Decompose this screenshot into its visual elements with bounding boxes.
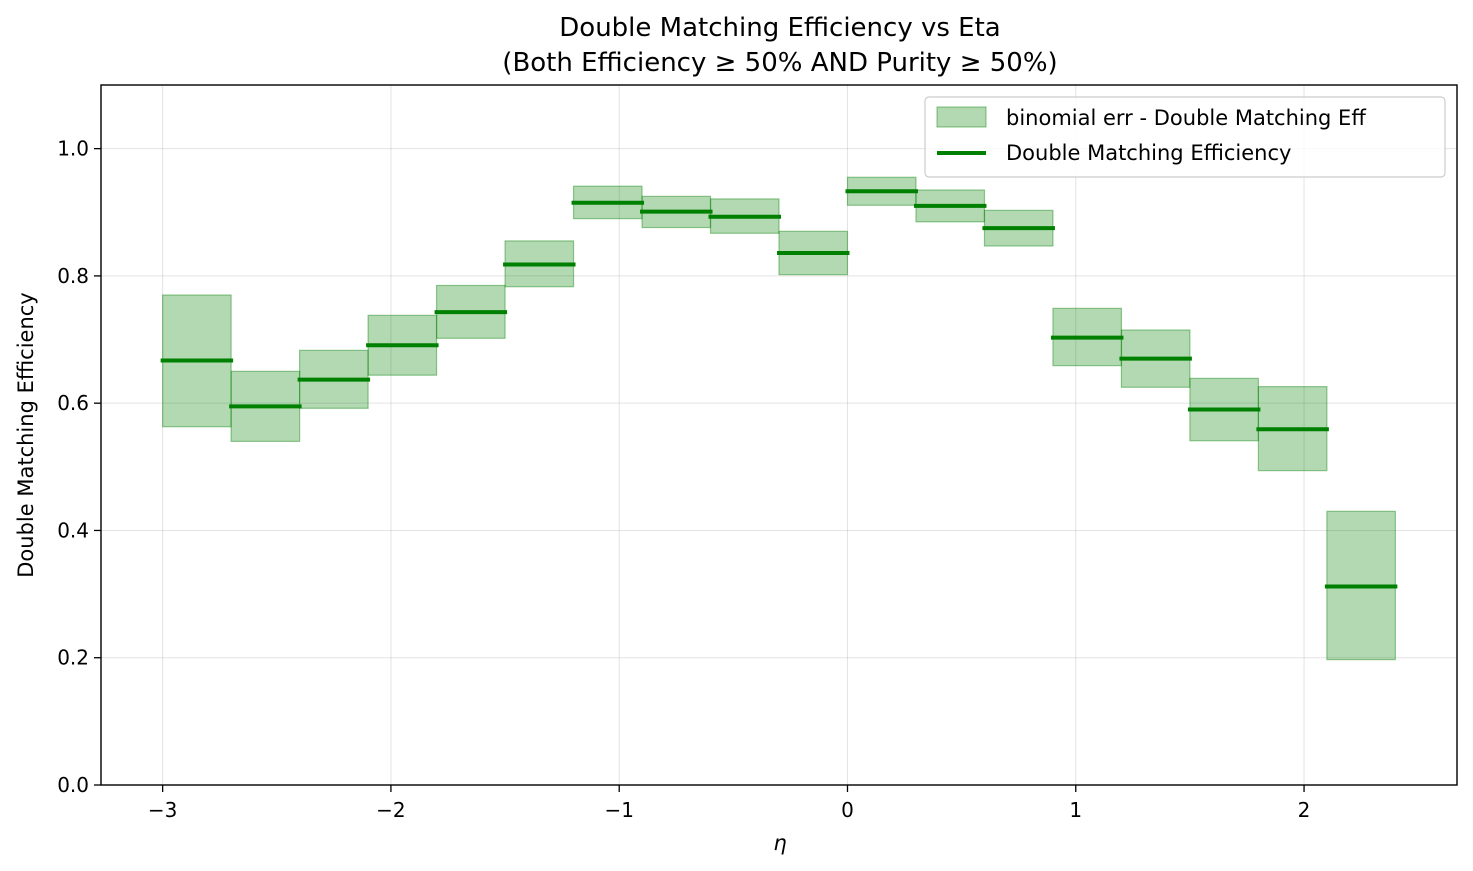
x-axis-label: η	[773, 831, 786, 855]
x-tick-label: −3	[148, 798, 177, 822]
legend: binomial err - Double Matching Eff Doubl…	[924, 96, 1446, 178]
legend-band-label: binomial err - Double Matching Eff	[1006, 106, 1366, 130]
y-tick-label: 0.2	[57, 646, 89, 670]
error-bands	[162, 176, 1396, 661]
x-tick-label: −1	[604, 798, 633, 822]
x-axis-ticks: −3 −2 −1 0 1 2	[148, 785, 1311, 822]
y-axis-ticks: 0.0 0.2 0.4 0.6 0.8 1.0	[57, 137, 101, 797]
chart-title-group: Double Matching Efficiency vs Eta (Both …	[502, 13, 1057, 78]
chart-title: Double Matching Efficiency vs Eta	[559, 13, 1000, 43]
y-tick-label: 0.6	[57, 391, 89, 415]
x-tick-label: 1	[1069, 798, 1082, 822]
y-tick-label: 1.0	[57, 137, 89, 161]
x-tick-label: 2	[1298, 798, 1311, 822]
y-axis-label: Double Matching Efficiency	[14, 292, 38, 577]
legend-band-swatch	[936, 106, 987, 128]
legend-frame	[924, 96, 1446, 178]
y-tick-label: 0.8	[57, 264, 89, 288]
chart-subtitle: (Both Efficiency ≥ 50% AND Purity ≥ 50%)	[502, 48, 1057, 78]
legend-line-label: Double Matching Efficiency	[1006, 141, 1291, 165]
x-tick-label: −2	[376, 798, 405, 822]
efficiency-lines	[160, 189, 1398, 589]
y-tick-label: 0.0	[57, 773, 89, 797]
y-tick-label: 0.4	[57, 518, 89, 542]
x-tick-label: 0	[841, 798, 854, 822]
plot-frame	[100, 84, 1458, 786]
